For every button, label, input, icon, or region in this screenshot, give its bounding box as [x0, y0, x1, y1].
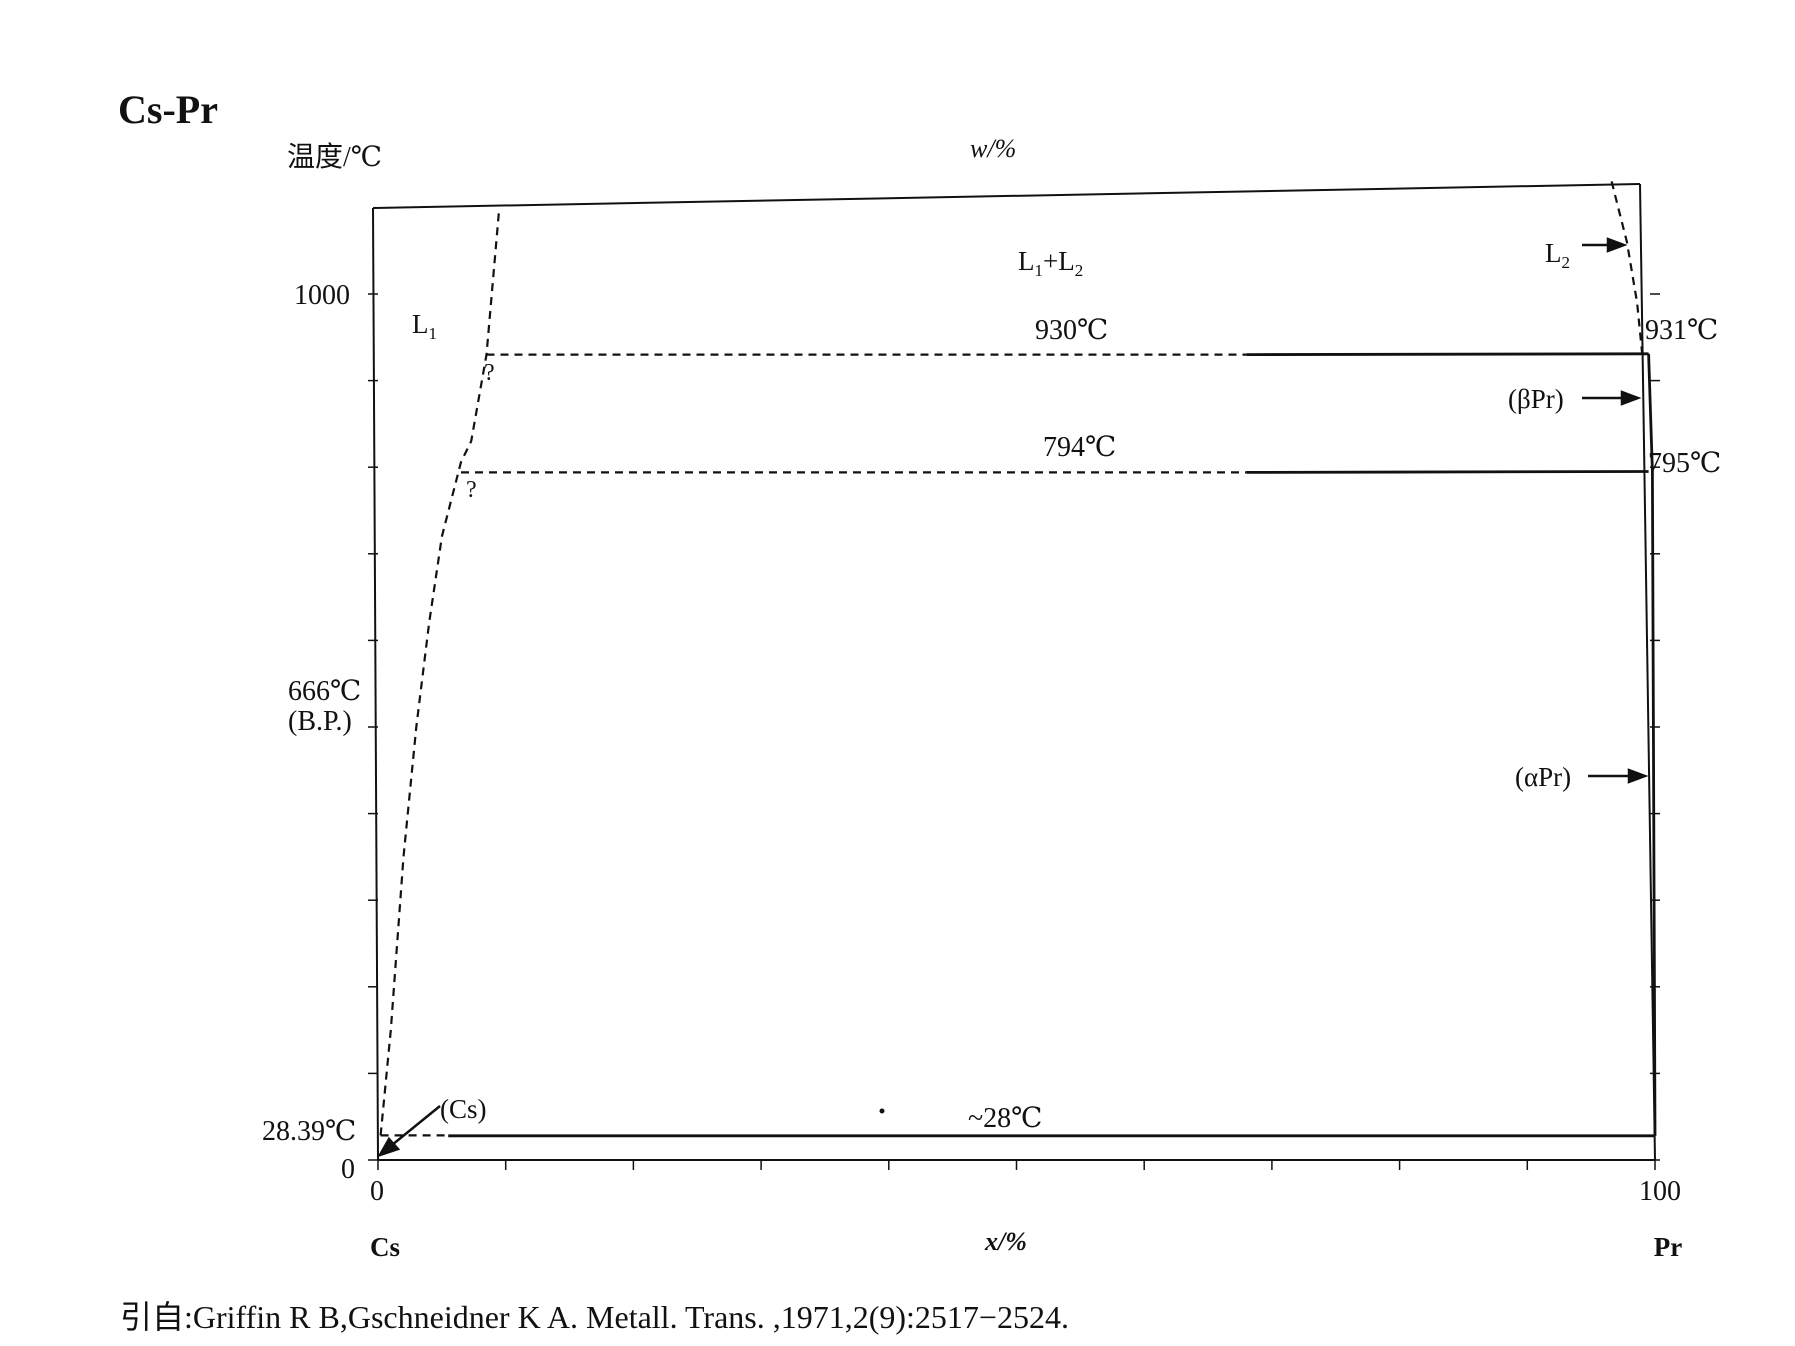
x-tick-label-0: 0 — [370, 1176, 384, 1207]
pr-melt-label: 931℃ — [1645, 315, 1718, 346]
phase-l1-letter: L — [412, 309, 429, 339]
plot-frame — [372, 183, 1656, 1161]
phase-l2-sub: 2 — [1562, 253, 1571, 272]
phase-l2-letter: L — [1545, 238, 1562, 268]
phase-boundary-0 — [379, 207, 501, 1136]
frame-top — [372, 183, 1641, 209]
monotectic-794-label: 794℃ — [1043, 432, 1116, 463]
x-axis-label: x/% — [984, 1227, 1027, 1256]
speck-dot — [879, 1108, 885, 1114]
phase-label-cs: (Cs) — [440, 1094, 487, 1124]
top-axis-label: w/% — [970, 134, 1016, 163]
phase-l1l2-plus: +L — [1043, 246, 1075, 276]
phase-label-beta-pr: (βPr) — [1508, 384, 1564, 414]
phase-boundary-5 — [1246, 470, 1649, 474]
eutectic-label: ~28℃ — [968, 1103, 1042, 1134]
phase-label-l2: L2 — [1545, 238, 1570, 272]
phase-l1l2-sub1: 1 — [1035, 261, 1044, 280]
phase-l1l2-letter: L — [1018, 246, 1035, 276]
arrow-l2-head — [1606, 237, 1628, 253]
pr-transform-label: 795℃ — [1648, 448, 1721, 479]
phase-l1l2-sub2: 2 — [1075, 261, 1084, 280]
tick-marks — [368, 293, 1660, 1170]
annotation-arrows — [377, 237, 1649, 1158]
bp-temp-label: 666℃ — [288, 676, 361, 707]
arrow-alpha-pr-head — [1627, 768, 1649, 784]
phase-label-alpha-pr: (αPr) — [1515, 762, 1571, 792]
phase-label-l1-l2: L1+L2 — [1018, 246, 1083, 280]
x-end-label-cs: Cs — [370, 1232, 400, 1262]
y-axis-label: 温度/℃ — [287, 141, 382, 173]
citation: 引自:Griffin R B,Gschneidner K A. Metall. … — [120, 1299, 1069, 1335]
arrow-cs-line — [391, 1105, 441, 1146]
cs-melt-label: 28.39℃ — [262, 1116, 356, 1147]
arrow-cs-head — [377, 1136, 401, 1158]
phase-boundary-1 — [1610, 181, 1644, 354]
phase-label-l1: L1 — [412, 309, 437, 343]
frame-left — [372, 207, 379, 1161]
question-mark-930: ? — [484, 360, 495, 386]
y-tick-label-0: 0 — [341, 1154, 355, 1185]
arrow-beta-pr-head — [1620, 390, 1642, 406]
phase-l1-sub: 1 — [429, 324, 438, 343]
chart-title: Cs-Pr — [118, 87, 218, 132]
x-tick-label-100: 100 — [1639, 1176, 1681, 1207]
x-end-label-pr: Pr — [1654, 1232, 1682, 1262]
phase-boundary-3 — [1246, 352, 1649, 357]
phase-boundary-6 — [1647, 353, 1657, 1136]
question-mark-794: ? — [466, 477, 477, 503]
phase-boundaries — [379, 181, 1657, 1138]
monotectic-930-label: 930℃ — [1035, 315, 1108, 346]
y-tick-label-1000: 1000 — [294, 280, 350, 311]
bp-note-label: (B.P.) — [288, 706, 352, 737]
